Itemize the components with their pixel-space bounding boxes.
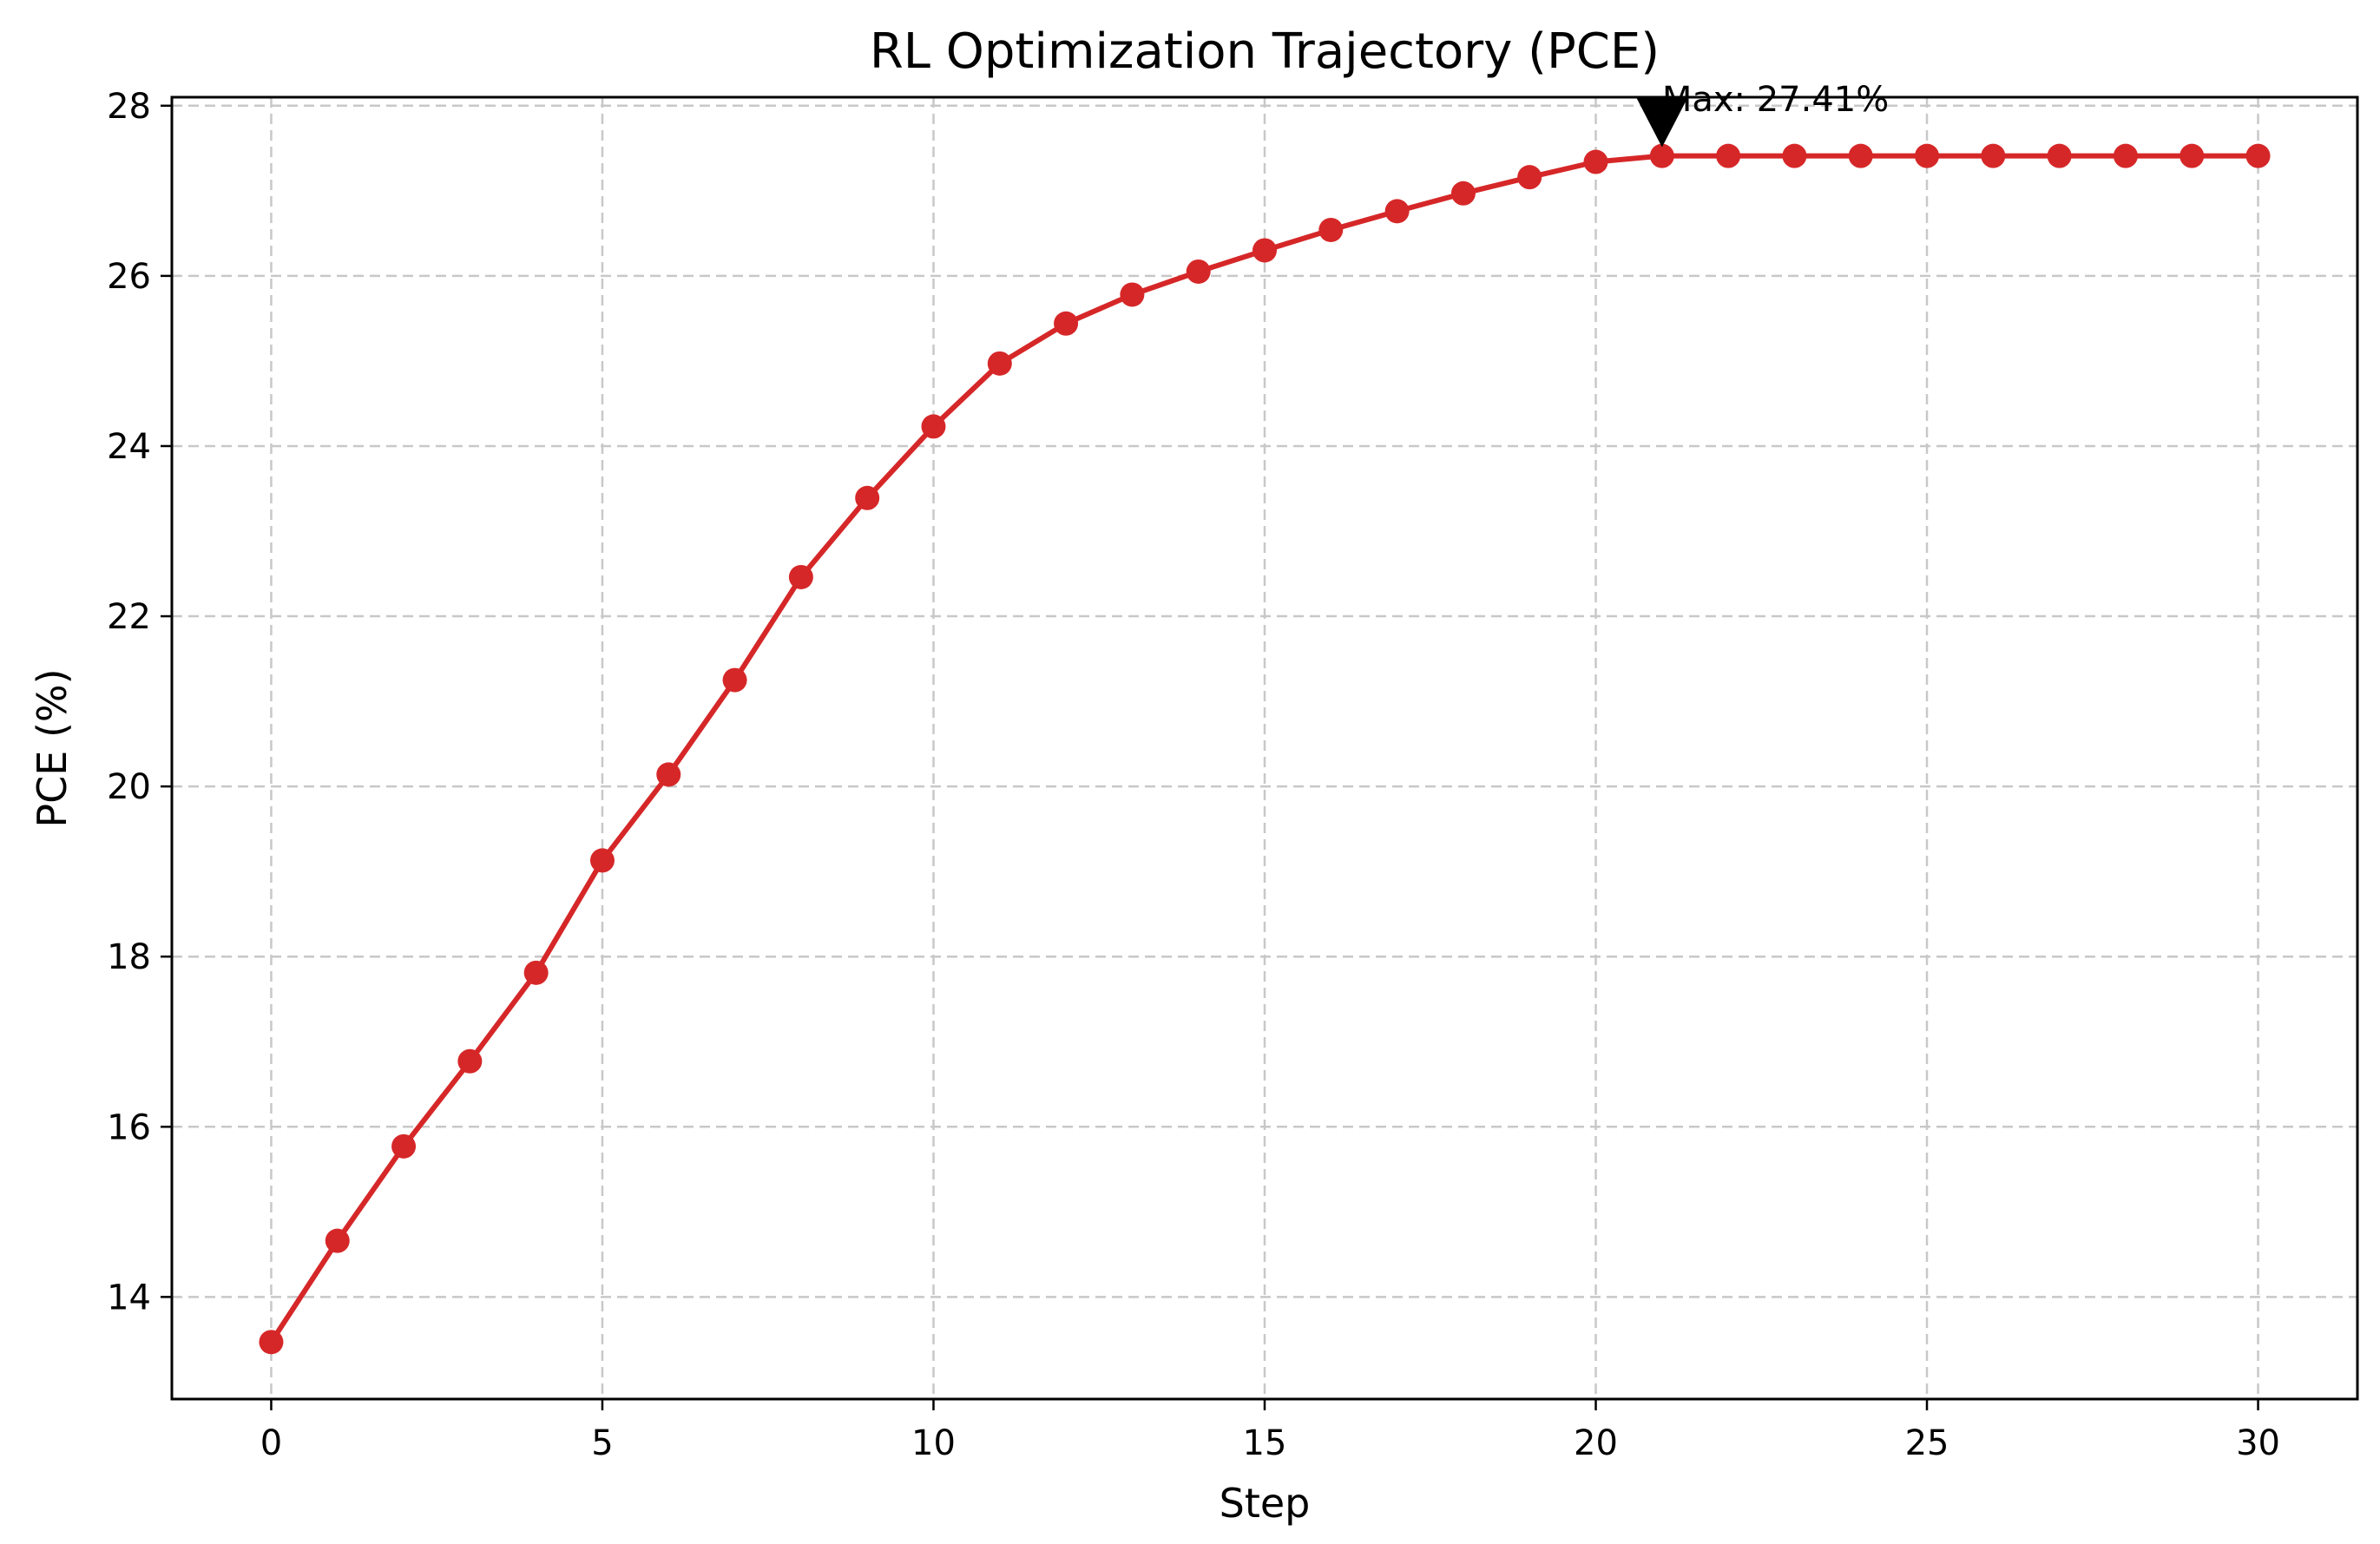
max-annotation: Max: 27.41%	[1635, 80, 1889, 148]
data-point	[987, 351, 1012, 376]
x-tick-label: 30	[2236, 1423, 2280, 1463]
data-point	[1318, 217, 1344, 242]
data-point	[921, 414, 946, 439]
data-point	[1782, 143, 1807, 168]
data-point	[656, 762, 681, 787]
y-tick-label: 20	[107, 767, 151, 807]
y-tick-label: 26	[107, 257, 151, 297]
data-point	[1517, 165, 1542, 190]
data-point	[259, 1330, 284, 1355]
data-point	[2245, 143, 2271, 168]
chart-title: RL Optimization Trajectory (PCE)	[870, 23, 1660, 80]
series-layer	[259, 143, 2271, 1355]
data-point	[1186, 259, 1211, 284]
data-point	[855, 485, 880, 510]
data-point	[1252, 238, 1277, 263]
y-tick-label: 22	[107, 597, 151, 637]
annotation-label: Max: 27.41%	[1662, 80, 1889, 120]
data-point	[2047, 143, 2072, 168]
data-point	[1716, 143, 1741, 168]
x-tick-label: 20	[1574, 1423, 1618, 1463]
y-tick-label: 18	[107, 937, 151, 977]
data-point	[523, 960, 549, 985]
axis-ticks: 0 5 10 15 20 25 30 14 16 18 20 22 24 26 28	[107, 87, 2280, 1463]
x-tick-label: 0	[260, 1423, 282, 1463]
y-tick-label: 14	[107, 1278, 151, 1317]
data-point	[2113, 143, 2138, 168]
data-point	[1649, 143, 1674, 168]
data-point	[391, 1133, 417, 1159]
data-point	[589, 848, 615, 873]
data-point	[457, 1048, 483, 1074]
data-point	[325, 1228, 350, 1253]
data-point	[1848, 143, 1873, 168]
y-tick-label: 28	[107, 87, 151, 127]
data-point	[1981, 143, 2006, 168]
data-point	[788, 564, 813, 589]
data-point	[2179, 143, 2205, 168]
x-tick-label: 25	[1905, 1423, 1949, 1463]
annotation-arrow	[1635, 96, 1688, 148]
data-point	[1450, 181, 1476, 206]
grid	[172, 97, 2357, 1399]
data-point	[722, 667, 747, 693]
y-axis-label: PCE (%)	[29, 668, 76, 827]
y-tick-label: 16	[107, 1107, 151, 1147]
data-point	[1384, 199, 1410, 224]
x-tick-label: 15	[1243, 1423, 1287, 1463]
x-tick-label: 5	[591, 1423, 613, 1463]
x-tick-label: 10	[911, 1423, 956, 1463]
data-point	[1054, 311, 1079, 336]
y-tick-label: 24	[107, 427, 151, 467]
data-point	[1120, 282, 1145, 307]
data-point	[1915, 143, 1940, 168]
data-point	[1583, 149, 1608, 174]
x-axis-label: Step	[1220, 1480, 1311, 1527]
